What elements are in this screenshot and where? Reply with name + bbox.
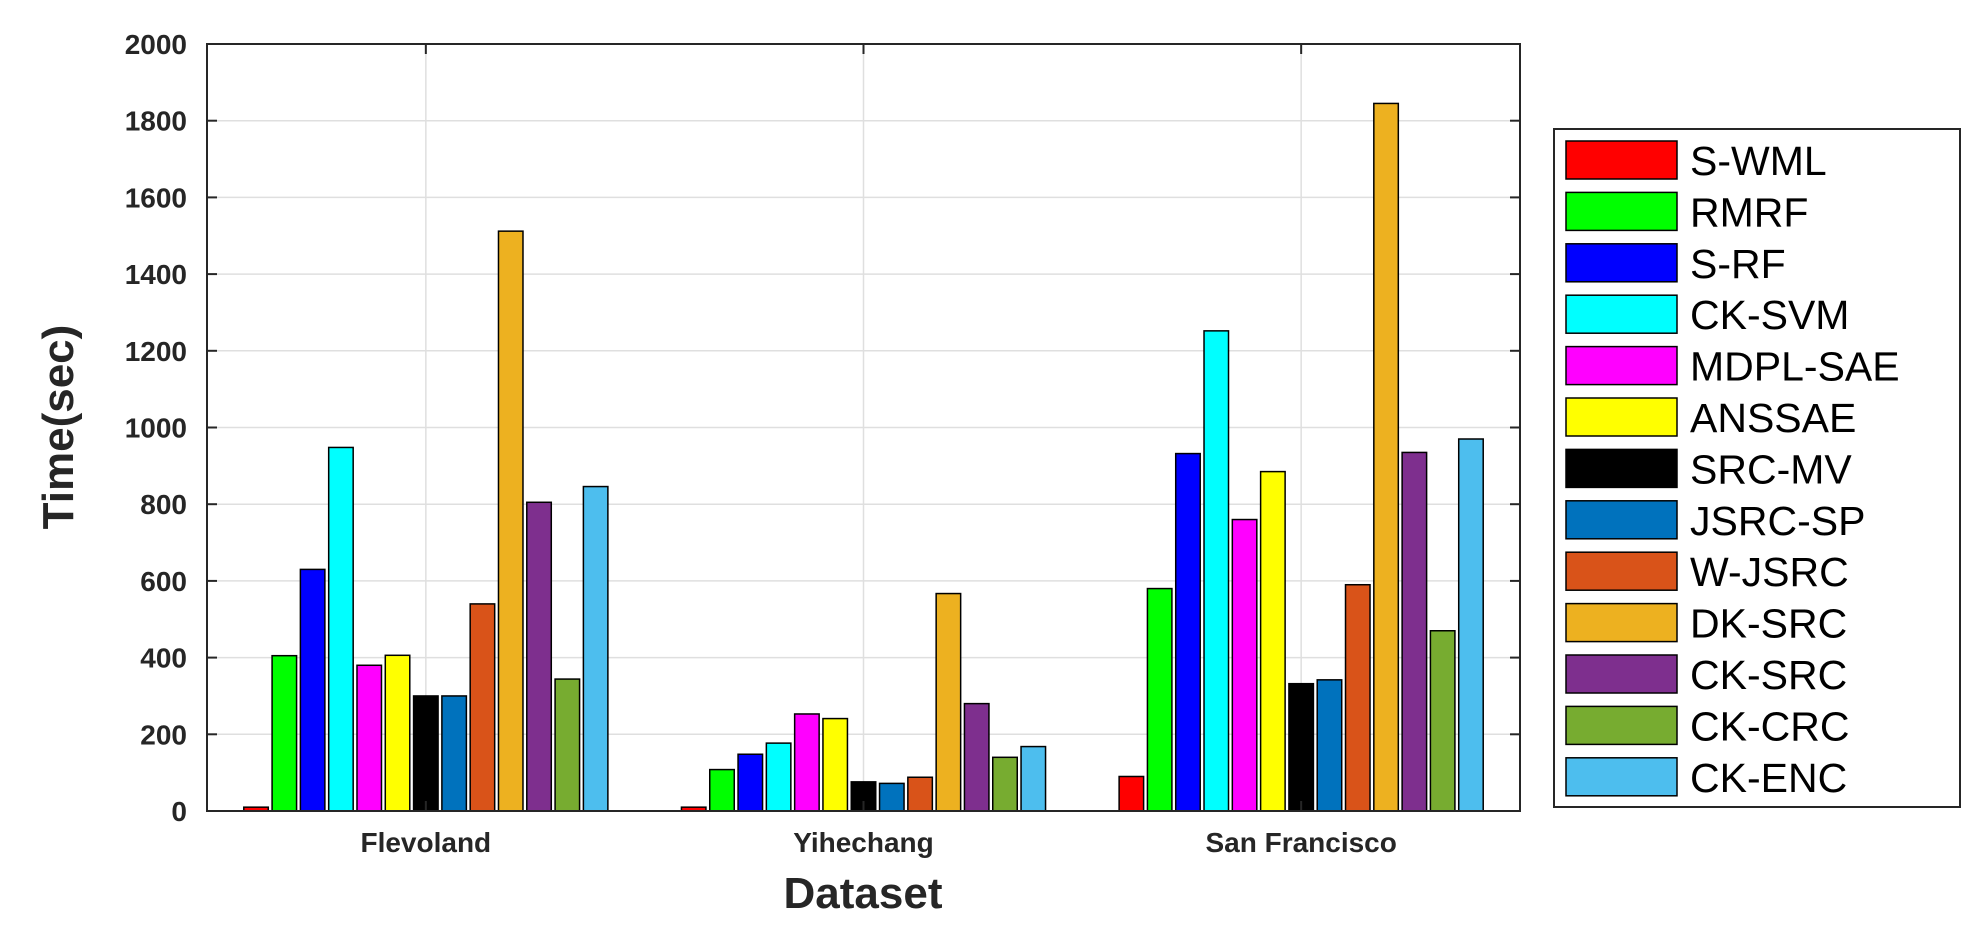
bar-mdpl-sae [356, 664, 383, 812]
legend-swatch [1565, 294, 1678, 334]
legend-label: DK-SRC [1690, 601, 1847, 647]
x-tick-label: Yihechang [793, 827, 934, 858]
legend-label: CK-ENC [1690, 755, 1847, 801]
y-tick-label: 600 [140, 566, 187, 597]
y-tick-label: 1400 [125, 259, 187, 290]
legend-swatch [1565, 602, 1678, 643]
legend: S-WML RMRF S-RF CK-SVM MDPL-SAE ANSSAE SRC-MV J… [1553, 128, 1961, 808]
y-axis-title: Time(sec) [34, 325, 83, 530]
legend-label: JSRC-SP [1690, 498, 1865, 544]
legend-swatch [1565, 551, 1678, 591]
bar-anssae [384, 654, 411, 812]
bar-rmrf [709, 768, 735, 812]
bar-dk-src [497, 230, 524, 812]
y-tick-label: 1600 [125, 182, 187, 213]
x-axis-title: Dataset [784, 869, 943, 918]
legend-swatch [1565, 397, 1678, 437]
bar-rmrf [271, 654, 298, 812]
y-tick-label: 200 [140, 719, 187, 750]
legend-swatch [1565, 140, 1678, 180]
bar-ck-svm [1203, 330, 1230, 812]
bar-mdpl-sae [1231, 518, 1258, 812]
legend-label: CK-SVM [1690, 292, 1849, 338]
x-tick-labels: Flevoland Yihechang San Francisco [360, 827, 1396, 858]
y-tick-label: 1800 [125, 106, 187, 137]
y-tick-label: 1200 [125, 336, 187, 367]
bar-dk-src [935, 592, 962, 812]
bar-ck-svm [327, 446, 354, 812]
legend-swatch [1565, 448, 1678, 489]
bar-w-jsrc [907, 776, 934, 812]
legend-label: MDPL-SAE [1690, 344, 1900, 390]
bar-ck-svm [765, 742, 792, 812]
bar-ck-crc [554, 678, 581, 812]
y-tick-label: 400 [140, 643, 187, 674]
legend-swatch [1565, 654, 1678, 694]
legend-swatch [1565, 191, 1678, 232]
legend-swatch [1565, 345, 1678, 386]
bar-series [243, 102, 1484, 812]
legend-label: RMRF [1690, 189, 1808, 235]
bar-src-mv [1288, 682, 1315, 812]
bar-ck-src [963, 702, 990, 812]
bar-mdpl-sae [793, 713, 820, 812]
bar-ck-crc [1429, 630, 1456, 812]
bar-rmrf [1146, 587, 1173, 812]
y-tick-labels: 0 200 400 600 800 1000 1200 1400 1600 1800 2000 [125, 29, 187, 827]
bar-s-rf [299, 568, 326, 812]
bar-s-rf [1174, 452, 1201, 812]
legend-label: CK-CRC [1690, 703, 1849, 749]
axis-ticks [207, 43, 1520, 812]
legend-label: ANSSAE [1690, 395, 1856, 441]
legend-swatch [1565, 243, 1678, 283]
bar-jsrc-sp [1316, 679, 1343, 812]
bar-jsrc-sp [441, 695, 468, 812]
x-tick-label: San Francisco [1205, 827, 1396, 858]
legend-label: SRC-MV [1690, 446, 1852, 492]
bar-src-mv [412, 695, 439, 812]
legend-label: W-JSRC [1690, 549, 1849, 595]
grid-lines [207, 44, 1520, 811]
legend-swatch [1565, 705, 1678, 746]
legend-label: CK-SRC [1690, 652, 1847, 698]
bar-s-rf [737, 753, 764, 812]
y-tick-label: 2000 [125, 29, 187, 60]
bar-s-wml [1118, 775, 1145, 812]
bar-ck-src [526, 501, 553, 812]
bar-ck-enc [582, 485, 609, 812]
x-tick-label: Flevoland [360, 827, 491, 858]
legend-swatch [1565, 500, 1678, 540]
y-tick-label: 0 [171, 796, 187, 827]
bar-ck-enc [1457, 438, 1484, 812]
y-tick-label: 1000 [125, 413, 187, 444]
bar-ck-enc [1020, 745, 1047, 812]
bar-anssae [822, 717, 849, 812]
bar-dk-src [1373, 102, 1400, 812]
y-tick-label: 800 [140, 489, 187, 520]
bar-ck-src [1401, 451, 1428, 812]
legend-swatch [1565, 757, 1678, 797]
legend-label: S-RF [1690, 241, 1786, 287]
bar-w-jsrc [1344, 583, 1371, 812]
bar-anssae [1259, 470, 1286, 812]
legend-label: S-WML [1690, 138, 1827, 184]
bar-jsrc-sp [878, 782, 905, 812]
bar-w-jsrc [469, 603, 496, 812]
bar-ck-crc [992, 756, 1018, 812]
